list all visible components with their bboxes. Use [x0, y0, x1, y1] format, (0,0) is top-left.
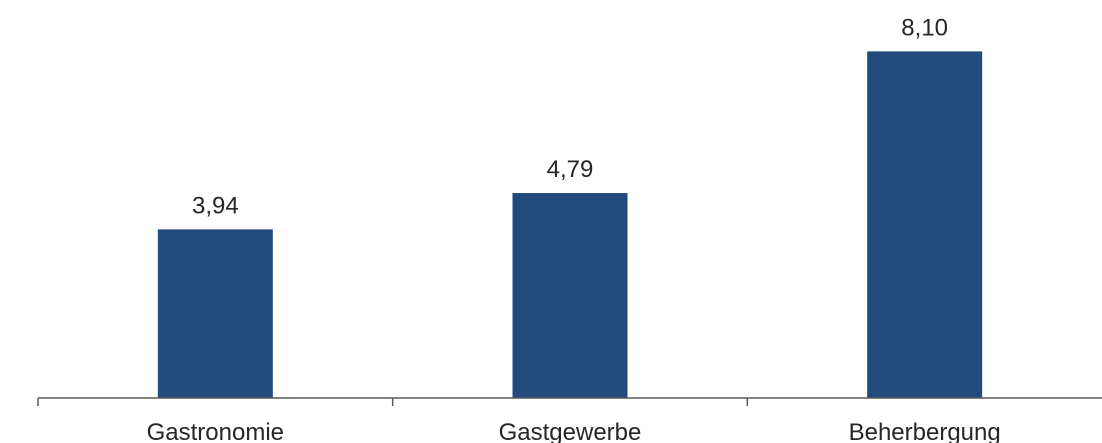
bar-beherbergung: [867, 51, 983, 398]
x-tick-label-gastronomie: Gastronomie: [147, 419, 284, 443]
x-tick-label-beherbergung: Beherbergung: [849, 419, 1001, 443]
x-tick-label-gastgewerbe: Gastgewerbe: [499, 419, 642, 443]
data-label-gastgewerbe: 4,79: [547, 156, 594, 183]
x-axis-labels: Gastronomie Gastgewerbe Beherbergung: [147, 419, 1001, 443]
bar-gastronomie: [157, 229, 273, 398]
value-labels-group: 3,94 4,79 8,10: [192, 14, 948, 219]
bars-group: [157, 51, 983, 398]
data-label-beherbergung: 8,10: [901, 14, 948, 41]
x-axis-ticks: [37, 398, 749, 406]
data-label-gastronomie: 3,94: [192, 192, 239, 219]
bar-gastgewerbe: [512, 193, 628, 398]
